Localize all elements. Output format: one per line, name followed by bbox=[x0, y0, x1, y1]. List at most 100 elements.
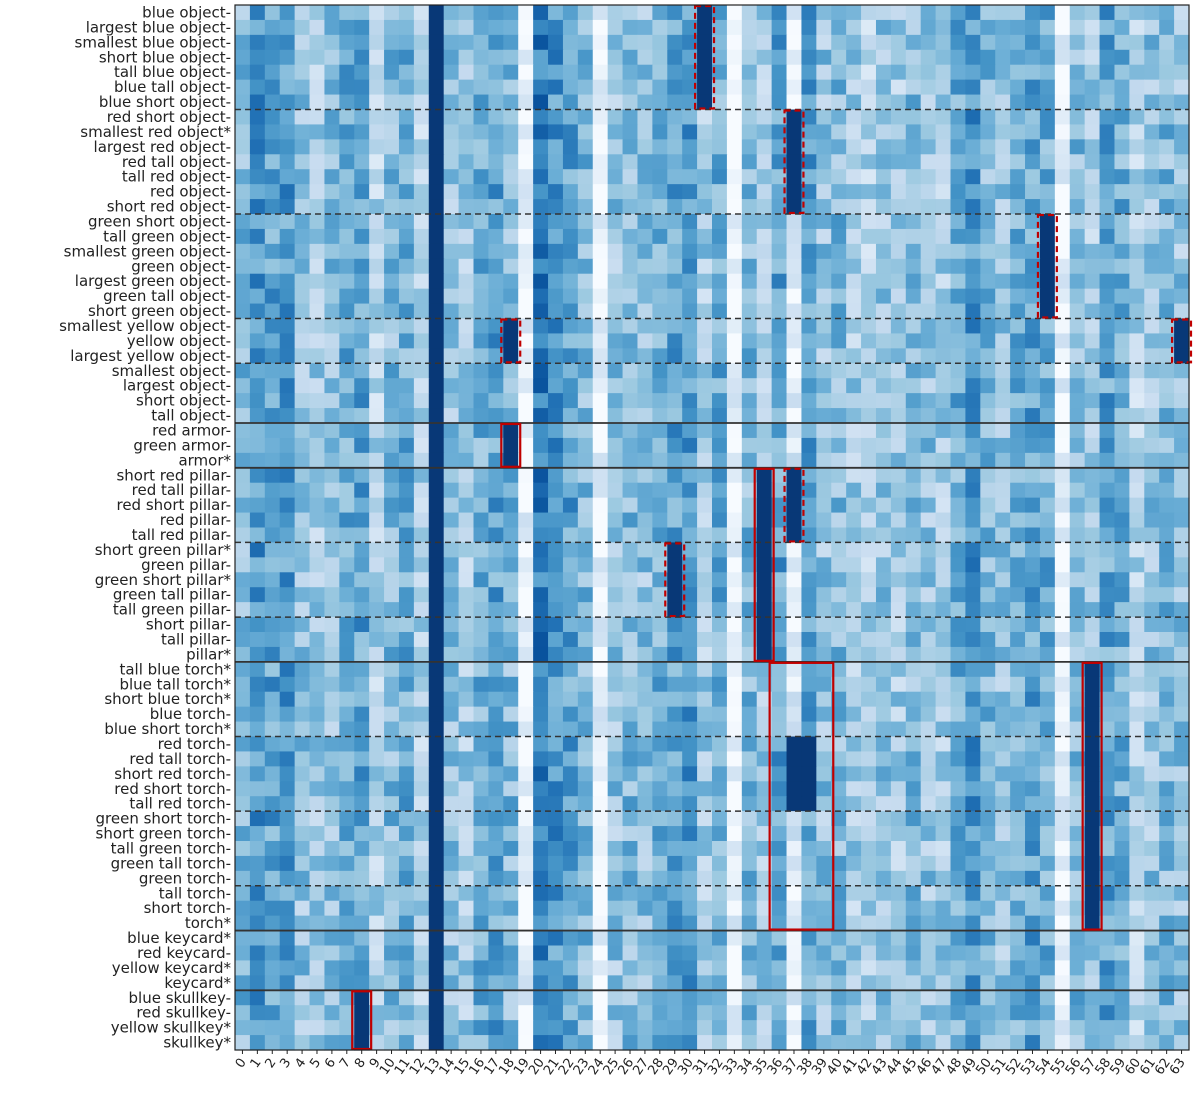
heatmap-cell bbox=[861, 915, 877, 932]
heatmap-cell bbox=[235, 318, 251, 335]
heatmap-cell bbox=[473, 228, 490, 245]
heatmap-cell bbox=[398, 960, 415, 976]
heatmap-cell bbox=[413, 826, 430, 842]
heatmap-cell bbox=[1010, 1020, 1026, 1036]
heatmap-cell bbox=[667, 602, 683, 618]
heatmap-cell bbox=[935, 258, 952, 275]
heatmap-cell bbox=[667, 467, 683, 484]
heatmap-cell bbox=[905, 945, 922, 962]
heatmap-cell bbox=[712, 930, 728, 947]
heatmap-cell bbox=[920, 258, 937, 275]
heatmap-cell bbox=[458, 169, 475, 185]
heatmap-cell bbox=[697, 736, 713, 753]
heatmap-cell bbox=[846, 154, 862, 170]
heatmap-cell bbox=[637, 542, 653, 558]
heatmap-cell bbox=[697, 542, 713, 558]
heatmap-cell bbox=[622, 512, 639, 529]
heatmap-cell bbox=[1129, 273, 1145, 290]
heatmap-cell bbox=[264, 766, 281, 782]
heatmap-cell bbox=[503, 378, 519, 394]
heatmap-cell bbox=[667, 393, 683, 409]
heatmap-cell bbox=[890, 602, 907, 618]
heatmap-cell bbox=[1144, 870, 1160, 887]
heatmap-cell bbox=[1039, 841, 1056, 857]
heatmap-cell bbox=[741, 751, 758, 767]
heatmap-cell bbox=[413, 781, 430, 797]
heatmap-cell bbox=[1129, 617, 1145, 633]
heatmap-cell bbox=[622, 467, 639, 484]
heatmap-cell bbox=[458, 423, 475, 439]
heatmap-cell bbox=[279, 915, 296, 932]
heatmap-cell bbox=[875, 303, 892, 320]
heatmap-cell bbox=[354, 228, 370, 245]
heatmap-cell bbox=[1069, 811, 1086, 827]
heatmap-cell bbox=[503, 228, 519, 245]
heatmap-cell bbox=[264, 303, 281, 320]
heatmap-cell bbox=[562, 243, 579, 260]
heatmap-cell bbox=[1010, 751, 1026, 767]
heatmap-cell bbox=[354, 258, 370, 275]
heatmap-cell bbox=[831, 333, 847, 349]
heatmap-cell bbox=[398, 706, 415, 723]
heatmap-cell bbox=[264, 19, 281, 36]
heatmap-cell bbox=[607, 423, 624, 439]
heatmap-cell bbox=[905, 796, 922, 812]
heatmap-cell bbox=[518, 676, 534, 693]
heatmap-cell bbox=[533, 661, 549, 678]
heatmap-cell bbox=[339, 423, 355, 439]
heatmap-cell bbox=[443, 258, 460, 275]
heatmap-cell bbox=[726, 841, 743, 857]
heatmap-cell bbox=[279, 303, 296, 320]
heatmap-cell bbox=[428, 408, 445, 424]
heatmap-cell bbox=[279, 990, 296, 1006]
heatmap-cell bbox=[294, 49, 311, 66]
heatmap-cell bbox=[533, 154, 549, 170]
heatmap-cell bbox=[771, 94, 788, 111]
heatmap-cell bbox=[637, 169, 653, 185]
heatmap-cell bbox=[488, 646, 504, 663]
heatmap-cell bbox=[339, 542, 355, 558]
heatmap-cell bbox=[801, 1035, 817, 1051]
heatmap-cell bbox=[398, 214, 415, 230]
heatmap-cell bbox=[562, 841, 579, 857]
heatmap-cell bbox=[920, 408, 937, 424]
heatmap-cell bbox=[786, 19, 803, 36]
heatmap-cell bbox=[398, 228, 415, 245]
heatmap-cell bbox=[980, 214, 996, 230]
heatmap-cell bbox=[235, 423, 251, 439]
heatmap-cell bbox=[473, 64, 490, 81]
heatmap-cell bbox=[637, 34, 653, 51]
heatmap-cell bbox=[413, 527, 430, 544]
heatmap-cell bbox=[294, 228, 311, 245]
heatmap-cell bbox=[354, 378, 370, 394]
heatmap-cell bbox=[622, 184, 639, 200]
heatmap-cell bbox=[294, 557, 311, 573]
heatmap-cell bbox=[1174, 109, 1190, 126]
heatmap-cell bbox=[920, 751, 937, 767]
heatmap-cell bbox=[279, 766, 296, 782]
heatmap-cell bbox=[890, 243, 907, 260]
heatmap-cell bbox=[1039, 1005, 1056, 1021]
heatmap-cell bbox=[697, 467, 713, 484]
heatmap-cell bbox=[384, 5, 400, 21]
heatmap-cell bbox=[786, 303, 803, 320]
heatmap-cell bbox=[831, 5, 847, 21]
heatmap-cell bbox=[712, 706, 728, 723]
heatmap-cell bbox=[1039, 363, 1056, 379]
heatmap-cell bbox=[1039, 109, 1056, 126]
heatmap-cell bbox=[920, 527, 937, 544]
heatmap-cell bbox=[264, 826, 281, 842]
heatmap-cell bbox=[473, 990, 490, 1006]
heatmap-cell bbox=[324, 945, 340, 962]
heatmap-cell bbox=[801, 796, 817, 812]
heatmap-cell bbox=[771, 691, 788, 708]
heatmap-cell bbox=[786, 990, 803, 1006]
heatmap-cell bbox=[1099, 378, 1116, 394]
heatmap-cell bbox=[622, 5, 639, 21]
heatmap-cell bbox=[637, 557, 653, 573]
heatmap-cell bbox=[503, 184, 519, 200]
heatmap-cell bbox=[518, 109, 534, 126]
heatmap-cell bbox=[428, 691, 445, 708]
heatmap-cell bbox=[771, 990, 788, 1006]
heatmap-cell bbox=[1144, 169, 1160, 185]
